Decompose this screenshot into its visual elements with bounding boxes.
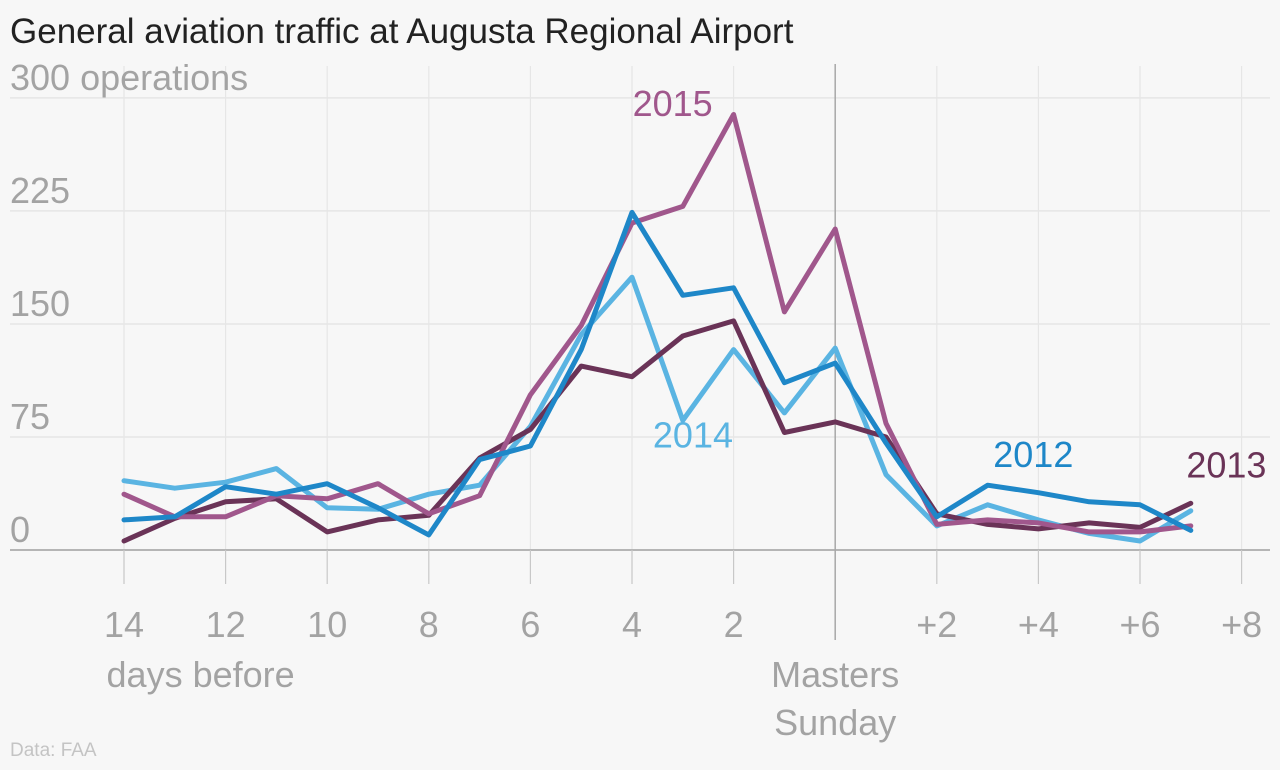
y-tick-label: 150 xyxy=(10,283,70,324)
y-tick-label: 300 operations xyxy=(10,57,248,98)
series-line-2013 xyxy=(121,318,1194,544)
x-tick-label: +6 xyxy=(1119,604,1160,645)
series-label-2013: 2013 xyxy=(1186,445,1266,486)
y-tick-label: 225 xyxy=(10,170,70,211)
x-tick-label: +8 xyxy=(1221,604,1262,645)
x-group-label: Masters Sunday xyxy=(771,654,899,743)
x-tick-label: 10 xyxy=(307,604,347,645)
series-labels: 2014 2013 2015 2012 xyxy=(633,83,1267,486)
x-tick-label: 4 xyxy=(622,604,642,645)
x-tick-label: 2 xyxy=(724,604,744,645)
series-label-2015: 2015 xyxy=(633,83,713,124)
series-line-2012 xyxy=(121,209,1194,538)
x-group-label: days before xyxy=(107,654,295,695)
y-tick-label: 0 xyxy=(10,509,30,550)
x-tick-label: +2 xyxy=(916,604,957,645)
series-label-2012: 2012 xyxy=(993,434,1073,475)
chart-title: General aviation traffic at Augusta Regi… xyxy=(10,12,794,51)
series-line-2015 xyxy=(121,112,1194,535)
x-tick-label: 12 xyxy=(206,604,246,645)
x-tick-label: 6 xyxy=(520,604,540,645)
source-note: Data: FAA xyxy=(10,740,97,761)
series-label-2014: 2014 xyxy=(653,415,733,456)
y-tick-label: 75 xyxy=(10,396,50,437)
grid-layer xyxy=(10,66,1270,550)
series-lines xyxy=(121,112,1194,544)
axis-layer: 0 75 150 225 300 operations 14 12 10 8 6 4 2 +2 +4 +6 +… xyxy=(10,57,1270,743)
x-tick-label: 14 xyxy=(104,604,144,645)
x-tick-label: +4 xyxy=(1018,604,1059,645)
x-tick-label: 8 xyxy=(419,604,439,645)
